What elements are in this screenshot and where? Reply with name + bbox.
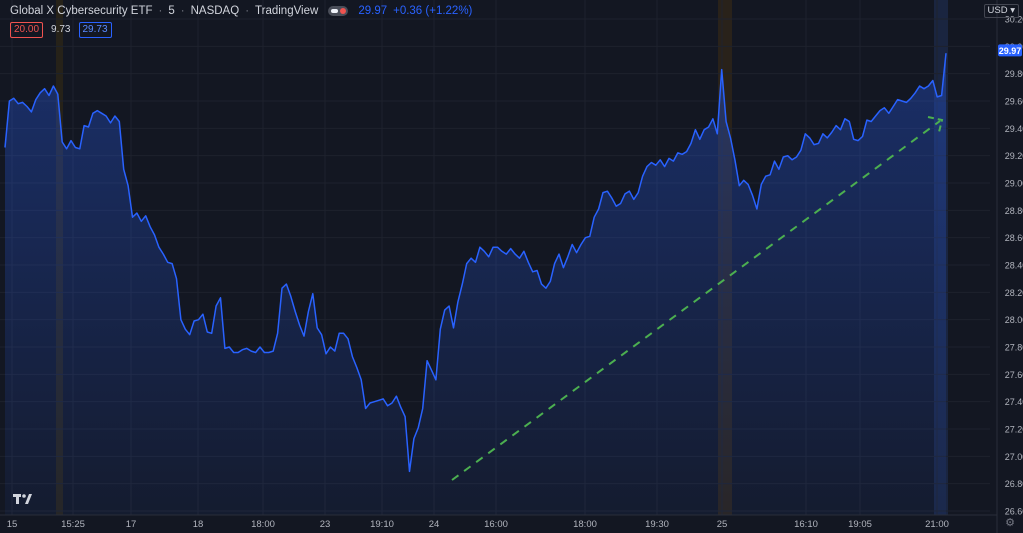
source-label: TradingView [255, 5, 319, 17]
y-tick-label: 27.80 [1005, 343, 1023, 353]
x-tick-label: 18 [193, 519, 204, 530]
x-tick-label: 16:10 [794, 519, 818, 530]
y-tick-label: 26.80 [1005, 479, 1023, 489]
y-tick-label: 27.40 [1005, 397, 1023, 407]
visibility-toggle-icon[interactable] [328, 6, 349, 16]
x-tick-label: 17 [126, 519, 137, 530]
price-area [5, 53, 946, 515]
x-tick-label: 19:30 [645, 519, 669, 530]
y-tick-label: 26.60 [1005, 507, 1023, 517]
y-tick-label: 30.20 [1005, 15, 1023, 25]
x-tick-label: 19:10 [370, 519, 394, 530]
y-tick-label: 28.20 [1005, 288, 1023, 298]
currency-label: USD [987, 5, 1008, 16]
trend-arrow-line [451, 120, 941, 481]
currency-selector[interactable]: USD ▾ [983, 4, 1019, 18]
exchange-label: NASDAQ [190, 5, 240, 17]
y-tick-label: 29.80 [1005, 69, 1023, 79]
x-tick-label: 23 [320, 519, 331, 530]
y-tick-label: 29.60 [1005, 97, 1023, 107]
y-tick-label: 28.60 [1005, 233, 1023, 243]
last-price-badge-label: 29.97 [999, 46, 1022, 56]
quote-chips: 20.00 9.73 29.73 [10, 22, 112, 38]
y-tick-label: 27.00 [1005, 452, 1023, 462]
x-tick-label: 21:00 [925, 519, 949, 530]
y-tick-label: 29.40 [1005, 124, 1023, 134]
last-price-badge [998, 44, 1022, 57]
y-tick-label: 27.60 [1005, 370, 1023, 380]
y-tick-label: 28.80 [1005, 206, 1023, 216]
x-tick-label: 19:05 [848, 519, 872, 530]
y-tick-label: 28.40 [1005, 261, 1023, 271]
spread-chip: 9.73 [51, 24, 71, 35]
x-tick-label: 15 [7, 519, 18, 530]
chevron-down-icon: ▾ [1007, 5, 1015, 16]
chart-header: Global X Cybersecurity ETF · 5 · NASDAQ … [10, 5, 473, 17]
last-price: 29.97 [358, 5, 388, 17]
x-tick-label: 16:00 [484, 519, 508, 530]
price-line [4, 53, 947, 473]
symbol-title[interactable]: Global X Cybersecurity ETF [10, 5, 153, 17]
tradingview-logo-icon[interactable] [12, 491, 34, 507]
x-tick-label: 18:00 [251, 519, 275, 530]
bid-chip[interactable]: 20.00 [10, 22, 44, 38]
trend-arrow-head [927, 116, 944, 133]
y-tick-label: 29.20 [1005, 151, 1023, 161]
ask-chip[interactable]: 29.73 [78, 22, 112, 38]
x-tick-label: 24 [429, 519, 440, 530]
y-tick-label: 28.00 [1005, 315, 1023, 325]
settings-gear-icon[interactable]: ⚙ [1005, 517, 1015, 529]
x-tick-label: 15:25 [61, 519, 85, 530]
y-tick-label: 29.00 [1005, 179, 1023, 189]
price-change: +0.36 (+1.22%) [393, 5, 473, 17]
x-tick-label: 18:00 [573, 519, 597, 530]
y-tick-label: 27.20 [1005, 425, 1023, 435]
x-tick-label: 25 [717, 519, 728, 530]
interval-label[interactable]: 5 [168, 5, 175, 17]
